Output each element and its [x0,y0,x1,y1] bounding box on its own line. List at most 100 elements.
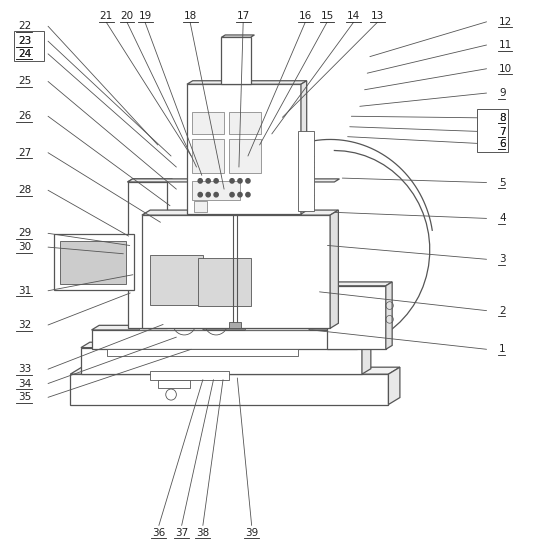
Circle shape [230,179,234,183]
Circle shape [214,179,218,183]
Text: 20: 20 [120,11,134,21]
Polygon shape [92,330,357,349]
Polygon shape [245,326,309,330]
Text: 29: 29 [18,228,31,238]
Polygon shape [229,139,261,173]
Polygon shape [327,286,386,349]
Text: 26: 26 [18,111,31,121]
Polygon shape [127,182,167,329]
Text: 38: 38 [196,528,209,538]
Polygon shape [127,179,340,182]
Polygon shape [150,371,229,380]
Text: 2: 2 [499,306,506,316]
Polygon shape [81,342,371,347]
Polygon shape [229,322,241,329]
Text: 30: 30 [18,242,31,252]
Polygon shape [142,210,338,215]
Polygon shape [229,112,261,134]
Circle shape [238,179,242,183]
Text: 12: 12 [499,17,513,27]
Polygon shape [142,215,330,329]
Text: 8: 8 [499,113,506,123]
Text: 25: 25 [18,77,31,87]
Polygon shape [389,367,400,405]
Polygon shape [92,325,364,330]
Text: 31: 31 [18,286,31,296]
Polygon shape [70,374,389,405]
Circle shape [198,179,203,183]
Circle shape [206,193,211,197]
Text: 27: 27 [18,148,31,158]
Polygon shape [301,80,306,214]
Circle shape [230,193,234,197]
Polygon shape [309,324,313,330]
Text: 7: 7 [499,127,506,137]
Text: 28: 28 [18,185,31,195]
Polygon shape [187,84,301,214]
Text: 33: 33 [18,364,31,374]
Polygon shape [134,240,142,284]
Text: 21: 21 [100,11,113,21]
Polygon shape [60,241,126,284]
Text: 17: 17 [237,11,250,21]
Text: 7: 7 [499,127,506,137]
Text: 1: 1 [499,344,506,354]
Text: 6: 6 [499,139,506,149]
Text: 14: 14 [347,11,360,21]
Polygon shape [330,210,338,329]
Text: 34: 34 [18,379,31,388]
Polygon shape [54,234,134,290]
Text: 35: 35 [18,392,31,402]
Circle shape [206,179,211,183]
Text: 13: 13 [370,11,384,21]
Text: 19: 19 [139,11,152,21]
Polygon shape [127,179,173,182]
Text: 9: 9 [499,88,506,98]
Polygon shape [70,367,400,374]
Polygon shape [108,349,298,356]
Text: 4: 4 [499,214,506,224]
Text: 37: 37 [175,528,188,538]
Text: 15: 15 [320,11,334,21]
Text: 6: 6 [499,139,506,149]
Polygon shape [198,258,251,306]
Polygon shape [192,112,224,134]
Text: 8: 8 [499,113,506,123]
Text: 32: 32 [18,320,31,330]
FancyBboxPatch shape [477,109,508,152]
Text: 11: 11 [499,40,513,50]
Polygon shape [150,255,203,305]
Polygon shape [203,324,207,330]
Polygon shape [221,37,251,84]
Text: 18: 18 [183,11,197,21]
Text: 5: 5 [499,178,506,188]
Text: 36: 36 [152,528,165,538]
Text: 23: 23 [18,36,31,46]
Polygon shape [81,347,362,374]
Circle shape [238,193,242,197]
Polygon shape [298,131,314,211]
Text: 24: 24 [18,49,31,59]
Text: 22: 22 [18,21,31,31]
Text: 3: 3 [499,254,506,264]
Text: 16: 16 [298,11,312,21]
Polygon shape [192,139,224,173]
Polygon shape [221,35,254,37]
Polygon shape [362,342,371,374]
Circle shape [246,179,250,183]
Polygon shape [192,181,240,200]
Text: 23: 23 [18,36,31,46]
Polygon shape [357,325,364,349]
Polygon shape [327,282,392,286]
Text: 24: 24 [18,49,31,59]
Polygon shape [139,326,203,330]
Circle shape [214,193,218,197]
Circle shape [246,193,250,197]
Polygon shape [386,282,392,349]
Polygon shape [194,201,207,213]
FancyBboxPatch shape [14,31,44,61]
Text: 39: 39 [245,528,259,538]
Text: 10: 10 [499,64,512,74]
Polygon shape [158,380,190,388]
Polygon shape [187,80,306,84]
